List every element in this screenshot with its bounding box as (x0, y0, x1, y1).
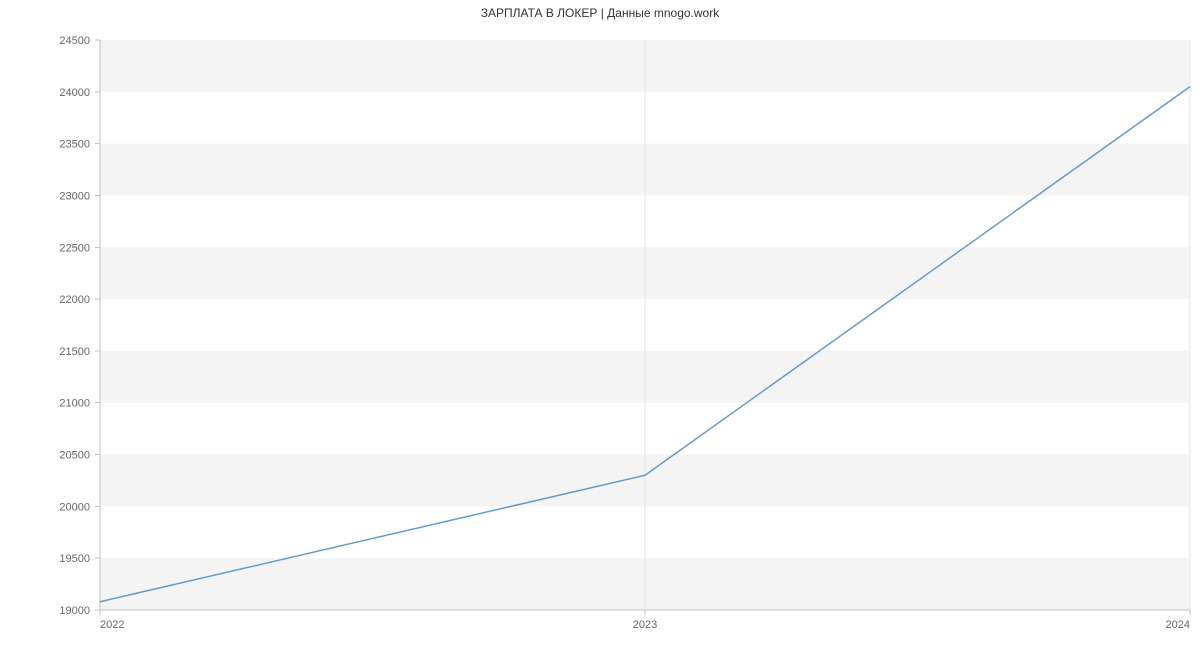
svg-text:21000: 21000 (59, 398, 90, 410)
svg-text:23000: 23000 (59, 190, 90, 202)
svg-text:22000: 22000 (59, 294, 90, 306)
svg-text:23500: 23500 (59, 139, 90, 151)
svg-text:20500: 20500 (59, 450, 90, 462)
salary-line-chart: ЗАРПЛАТА В ЛОКЕР | Данные mnogo.work 190… (0, 0, 1200, 650)
svg-text:2022: 2022 (100, 619, 124, 631)
svg-text:19000: 19000 (59, 605, 90, 617)
svg-text:22500: 22500 (59, 242, 90, 254)
svg-text:24000: 24000 (59, 87, 90, 99)
svg-text:2024: 2024 (1166, 619, 1190, 631)
svg-text:24500: 24500 (59, 35, 90, 47)
chart-svg: 19000 19500 20000 20500 21000 21500 22000 22500… (0, 0, 1200, 650)
svg-text:19500: 19500 (59, 553, 90, 565)
chart-title: ЗАРПЛАТА В ЛОКЕР | Данные mnogo.work (0, 6, 1200, 20)
svg-text:21500: 21500 (59, 346, 90, 358)
svg-text:2023: 2023 (633, 619, 657, 631)
svg-text:20000: 20000 (59, 501, 90, 513)
